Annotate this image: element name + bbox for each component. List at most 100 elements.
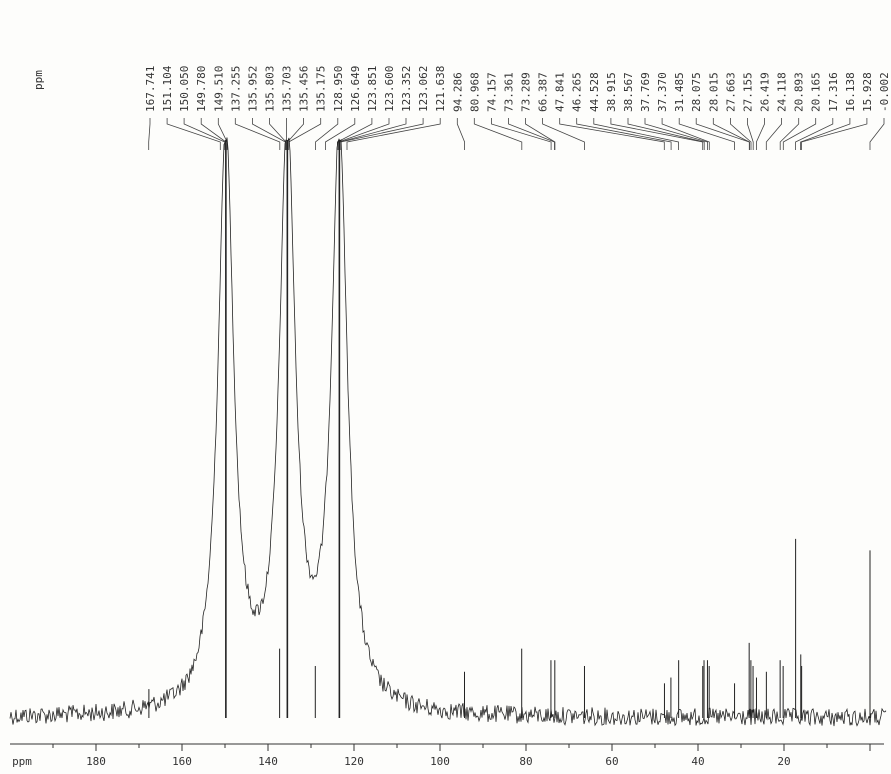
peak-leader-line (795, 118, 834, 150)
x-tick-label: 60 (605, 755, 618, 768)
peak-leader-line (288, 118, 322, 150)
peak-shift-label: 73.361 (503, 72, 516, 112)
peak-shift-label: 149.780 (195, 66, 208, 112)
peak-shift-label: 123.851 (366, 66, 379, 112)
peak-shift-label: 24.118 (776, 72, 789, 112)
x-tick-label: 180 (86, 755, 106, 768)
peak-leader-line (183, 118, 226, 150)
peak-shift-label: 151.104 (161, 65, 174, 112)
peak-shift-label: 137.255 (229, 66, 242, 112)
peak-shift-label: 37.769 (639, 72, 652, 112)
peak-shift-label: 47.841 (554, 72, 567, 112)
peak-shift-label: 15.928 (861, 72, 874, 112)
x-tick-label: 120 (344, 755, 364, 768)
peak-leader-line (644, 118, 708, 150)
peak-shift-label: 46.265 (571, 72, 584, 112)
peak-shift-label: -0.002 (878, 72, 891, 112)
peak-shift-label: 73.289 (520, 72, 533, 112)
peak-leader-line (473, 118, 523, 150)
x-tick-label: 40 (691, 755, 704, 768)
peak-leader-line (525, 118, 556, 150)
peak-shift-label: 135.175 (315, 66, 328, 112)
x-tick-label: 140 (258, 755, 278, 768)
peak-leader-line (593, 118, 679, 150)
peak-leader-line (730, 118, 752, 150)
peak-leader-line (678, 118, 735, 150)
x-tick-label: 20 (777, 755, 790, 768)
peak-leader-line (610, 118, 704, 150)
x-axis-unit-label: ppm (12, 755, 32, 768)
x-tick-label: 100 (430, 755, 450, 768)
peak-leader-line (661, 118, 710, 150)
peak-leader-line (339, 118, 407, 150)
peak-leader-line (756, 118, 765, 150)
peak-leader-line (490, 118, 552, 150)
peak-leader-line (340, 118, 424, 150)
peak-shift-label: 38.567 (622, 72, 635, 112)
peak-leader-line (779, 118, 800, 150)
peak-shift-label: 123.600 (383, 66, 396, 112)
peak-shift-label: 31.485 (673, 72, 686, 112)
peak-leader-line (217, 118, 228, 150)
peak-leader-line (456, 118, 466, 150)
peak-leader-line (234, 118, 281, 150)
peak-shift-label: 27.663 (724, 72, 737, 112)
peak-shift-label: 17.316 (827, 72, 840, 112)
spectrum-peaks-layer (148, 140, 871, 718)
peak-shift-label: 121.638 (434, 66, 447, 112)
peak-leader-line (627, 118, 705, 150)
peak-leader-line (542, 118, 585, 150)
peak-leader-line (559, 118, 665, 150)
peak-shift-label: 38.915 (605, 72, 618, 112)
peak-shift-label: 135.703 (281, 66, 294, 112)
x-axis: 180 160 140 120 100 80 60 40 20 ppm (10, 743, 884, 768)
peak-shift-label: 135.952 (246, 66, 259, 112)
peak-leader-line (869, 118, 885, 150)
peak-shift-label: 123.352 (400, 66, 413, 112)
peak-shift-label: 28.015 (707, 72, 720, 112)
peak-shift-label: 123.062 (417, 66, 430, 112)
peak-shift-label: 149.510 (212, 66, 225, 112)
peak-leader-line (269, 118, 287, 150)
peak-leader-line (801, 118, 868, 150)
peak-leader-line (315, 118, 339, 150)
peak-leader-line (782, 118, 817, 150)
peak-leader-line (765, 118, 782, 150)
peak-shift-label: 94.286 (451, 72, 464, 112)
peak-label-unit: ppm (32, 70, 45, 90)
peak-shift-label: 27.155 (741, 72, 754, 112)
peak-shift-label: 20.893 (793, 72, 806, 112)
peak-leader-line (148, 118, 151, 150)
peak-shift-label: 37.370 (656, 72, 669, 112)
peak-shift-label: 16.138 (844, 72, 857, 112)
peak-leader-lines-layer (148, 118, 885, 150)
peak-leader-line (251, 118, 286, 150)
peak-leader-line (338, 118, 390, 150)
peak-leader-line (747, 118, 754, 150)
peak-leader-line (200, 118, 227, 150)
peak-shift-label: 126.649 (349, 66, 362, 112)
peak-labels-layer: ppm 167.741 151.104 150.050 149.780 149.510 13… (32, 65, 891, 112)
peak-leader-line (346, 118, 441, 150)
peak-leader-line (712, 118, 750, 150)
peak-shift-label: 128.950 (332, 66, 345, 112)
peak-shift-label: 44.528 (588, 72, 601, 112)
peak-leader-line (576, 118, 672, 150)
peak-shift-label: 150.050 (178, 66, 191, 112)
peak-shift-label: 28.075 (690, 72, 703, 112)
peak-shift-label: 74.157 (485, 72, 498, 112)
peak-leader-line (324, 118, 356, 150)
spectrum-trace (9, 137, 887, 727)
peak-shift-label: 20.165 (810, 72, 823, 112)
peak-shift-label: 167.741 (144, 66, 157, 112)
peak-shift-label: 26.419 (759, 72, 772, 112)
peak-shift-label: 135.456 (298, 66, 311, 112)
peak-shift-label: 135.803 (264, 66, 277, 112)
peak-shift-label: 66.387 (537, 72, 550, 112)
spectrum-trace-layer (9, 137, 887, 727)
peak-leader-line (508, 118, 555, 150)
peak-leader-line (800, 118, 851, 150)
peak-shift-label: 80.968 (468, 72, 481, 112)
